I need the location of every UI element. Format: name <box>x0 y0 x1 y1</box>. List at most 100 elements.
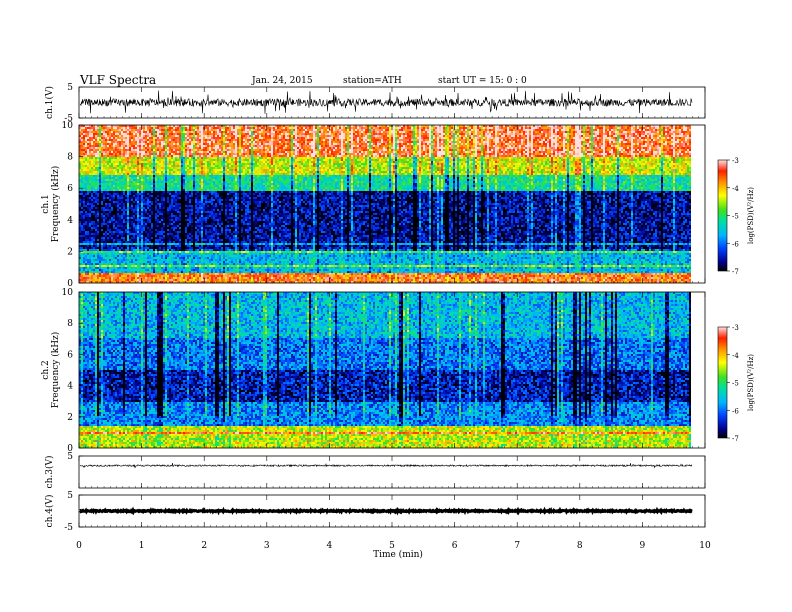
spectrogram-cell <box>317 131 319 133</box>
spectrogram-cell <box>549 129 551 131</box>
spectrogram-cell <box>125 129 127 131</box>
spectrogram-cell <box>219 131 221 133</box>
spectrogram-cell <box>647 127 649 129</box>
spectrogram-cell <box>637 127 639 129</box>
spectrogram-cell <box>321 129 323 131</box>
spectrogram-cell <box>281 133 283 135</box>
spectrogram-cell <box>377 131 379 133</box>
spectrogram-cell <box>133 127 135 129</box>
spectrogram-cell <box>431 129 433 131</box>
spectrogram-cell <box>689 127 691 129</box>
spectrogram-cell <box>389 129 391 131</box>
spectrogram-cell <box>81 131 83 133</box>
spectrogram-cell <box>475 127 477 129</box>
spectrogram-cell <box>405 131 407 133</box>
spectrogram-cell <box>253 127 255 129</box>
spectrogram-cell <box>313 127 315 129</box>
spectrogram-cell <box>625 129 627 131</box>
spectrogram-cell <box>671 129 675 131</box>
spectrogram-cell <box>191 133 193 135</box>
spectrogram-cell <box>139 129 141 131</box>
spectrogram-cell <box>235 129 237 131</box>
spectrogram-cell <box>153 129 155 131</box>
spectrogram-cell <box>581 127 583 129</box>
spectrogram-cell <box>307 129 309 131</box>
spectrogram-cell <box>541 129 543 131</box>
spectrogram-cell <box>193 129 195 131</box>
spectrogram-cell <box>667 129 669 131</box>
spectrogram-cell <box>197 131 199 133</box>
spectrogram-cell <box>145 133 147 135</box>
spectrogram-cell <box>471 127 473 129</box>
spectrogram-cell <box>149 131 151 133</box>
spectrogram-cell <box>627 129 629 131</box>
spectrogram-cell <box>525 129 529 131</box>
spectrogram-cell <box>263 133 265 135</box>
spectrogram-cell <box>289 127 291 129</box>
spectrogram-cell <box>513 129 515 131</box>
spectrogram-cell <box>299 131 301 133</box>
spectrogram-cell <box>251 133 253 135</box>
spectrogram-cell <box>623 127 625 129</box>
spectrogram-cell <box>353 127 355 129</box>
spectrogram-cell <box>471 129 473 131</box>
spectrogram-cell <box>171 129 173 131</box>
spectrogram-cell <box>319 133 321 135</box>
spectrogram-cell <box>185 131 187 133</box>
spectrogram-cell <box>249 133 251 135</box>
spectrogram-cell <box>399 131 401 133</box>
spectrogram-cell <box>177 129 179 131</box>
spectrogram-cell <box>445 129 447 131</box>
spectrogram-cell <box>623 131 625 133</box>
spectrogram-cell <box>325 131 327 133</box>
spectrogram-cell <box>197 127 199 129</box>
spectrogram-cell <box>643 129 645 131</box>
spectrogram-cell <box>287 133 289 135</box>
spectrogram-cell <box>587 131 589 133</box>
spectrogram-cell <box>273 129 275 131</box>
spectrogram-cell <box>683 131 685 133</box>
spectrogram-cell <box>99 133 101 135</box>
spectrogram-cell <box>461 129 463 131</box>
spectrogram-cell <box>507 131 509 133</box>
spectrogram-cell <box>489 129 491 131</box>
spectrogram-cell <box>593 129 595 131</box>
spectrogram-cell <box>335 133 337 135</box>
spectrogram-cell <box>123 131 125 133</box>
spectrogram-cell <box>227 131 229 133</box>
spectrogram-cell <box>93 131 95 133</box>
spectrogram-cell <box>645 129 647 131</box>
spectrogram-cell <box>345 127 347 129</box>
spectrogram-cell <box>309 127 311 129</box>
spectrogram-cell <box>415 127 417 129</box>
spectrogram-cell <box>217 129 219 131</box>
spectrogram-cell <box>283 129 285 131</box>
spectrogram-cell <box>441 127 443 129</box>
spectrogram-cell <box>657 127 659 129</box>
spectrogram-cell <box>627 127 629 129</box>
spectrogram-cell <box>609 129 611 131</box>
spectrogram-cell <box>227 127 229 129</box>
spectrogram-cell <box>407 131 409 133</box>
spectrogram-cell <box>493 127 495 129</box>
spectrogram-cell <box>653 129 655 131</box>
spectrogram-cell <box>655 129 657 131</box>
spectrogram-cell <box>283 127 285 129</box>
spectrogram-cell <box>403 129 405 131</box>
figure-date: Jan. 24, 2015 <box>251 76 313 86</box>
spectrogram-cell <box>383 127 385 129</box>
spectrogram-cell <box>117 131 119 133</box>
spectrogram-cell <box>425 129 427 131</box>
spectrogram-cell <box>335 131 337 133</box>
spectrogram-cell <box>95 129 97 131</box>
spectrogram-cell <box>159 133 161 135</box>
spectrogram-cell <box>107 133 109 135</box>
spectrogram-cell <box>397 129 399 131</box>
spectrogram-cell <box>129 129 131 131</box>
spectrogram-cell <box>201 129 203 131</box>
spectrogram-cell <box>633 127 635 129</box>
spectrogram-cell <box>217 133 219 135</box>
spectrogram-cell <box>351 133 353 135</box>
spectrogram-cell <box>649 131 651 133</box>
spectrogram-cell <box>173 129 175 131</box>
